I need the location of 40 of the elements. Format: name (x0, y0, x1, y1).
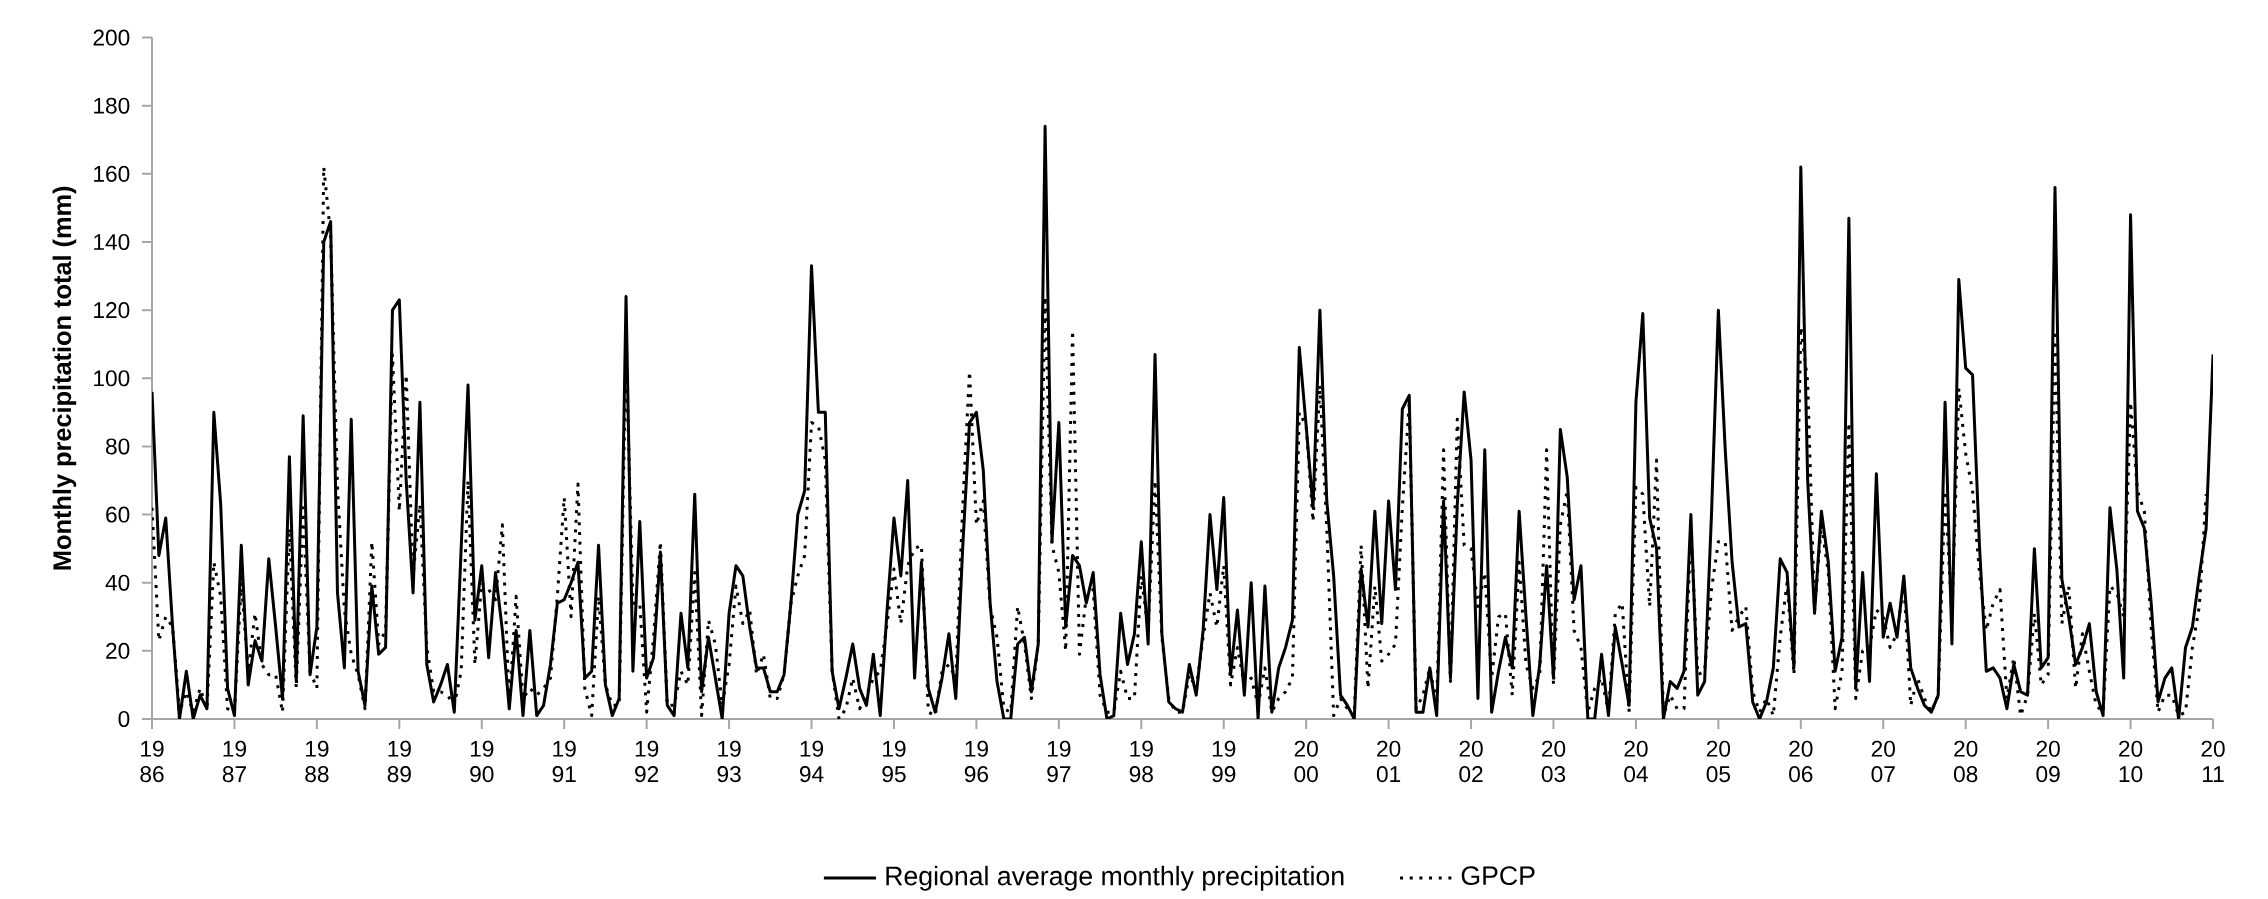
x-tick-label: 20 03 (1541, 740, 1566, 783)
y-tick-label: 120 (94, 302, 130, 319)
x-tick-label: 19 86 (140, 740, 164, 783)
x-tick-label: 19 95 (882, 740, 906, 783)
x-tick-label: 19 99 (1212, 740, 1236, 783)
y-tick-label: 40 (105, 574, 130, 591)
y-tick-label: 200 (93, 29, 130, 46)
x-tick-label: 20 01 (1376, 740, 1401, 783)
x-tick-label: 20 07 (1871, 740, 1895, 783)
y-tick-label: 20 (106, 642, 130, 659)
x-tick-label: 20 06 (1789, 740, 1813, 783)
x-tick-label: 20 11 (2201, 740, 2225, 782)
y-tick-label: 160 (94, 165, 130, 182)
x-tick-label: 19 97 (1047, 740, 1071, 783)
y-tick-label: 80 (106, 438, 130, 455)
x-tick-label: 20 08 (1953, 740, 1978, 783)
x-tick-label: 19 98 (1129, 740, 1153, 783)
x-tick-label: 19 92 (635, 740, 659, 783)
y-axis-title: Monthly precipitation total (mm) (52, 186, 77, 570)
y-tick-label: 60 (106, 506, 130, 523)
y-tick-label: 140 (94, 233, 130, 251)
y-tick-label: 100 (94, 370, 130, 387)
x-tick-label: 19 90 (470, 740, 494, 783)
x-tick-label: 19 93 (717, 740, 741, 783)
y-tick-label: 180 (94, 97, 130, 114)
y-tick-label: 0 (118, 710, 130, 727)
x-tick-label: 19 96 (964, 740, 989, 783)
x-tick-label: 20 00 (1294, 740, 1318, 783)
x-tick-label: 20 09 (2036, 740, 2060, 783)
x-tick-label: 19 87 (222, 740, 246, 783)
x-tick-label: 19 94 (799, 740, 824, 783)
x-tick-label: 20 02 (1459, 740, 1483, 783)
x-tick-label: 20 05 (1706, 740, 1731, 783)
legend-label: GPCP (1461, 866, 1535, 886)
x-tick-label: 20 04 (1624, 740, 1648, 783)
x-tick-label: 19 91 (552, 740, 576, 783)
x-tick-label: 19 88 (305, 740, 329, 783)
x-tick-label: 20 10 (2119, 740, 2143, 783)
legend-label: Regional average monthly precipitation (886, 865, 1344, 891)
x-tick-label: 19 89 (387, 740, 411, 783)
